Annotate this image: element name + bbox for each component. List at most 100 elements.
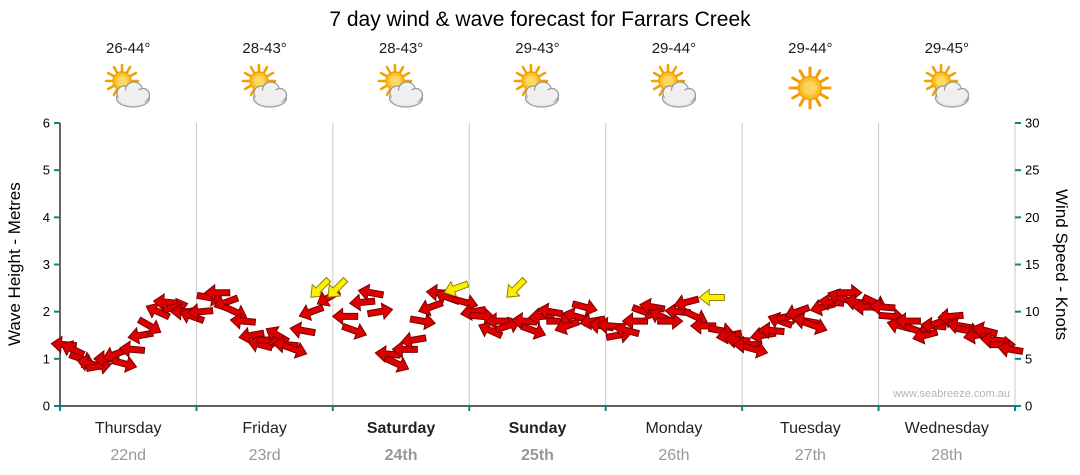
left-tick-label: 4 bbox=[43, 210, 50, 225]
wind-arrow bbox=[145, 302, 171, 321]
wind-arrow bbox=[247, 335, 274, 353]
right-tick-label: 10 bbox=[1025, 304, 1039, 319]
cloud-icon bbox=[661, 81, 697, 108]
day-name: Wednesday bbox=[904, 420, 989, 437]
day-date: 27th bbox=[794, 447, 826, 464]
left-tick-label: 5 bbox=[43, 163, 50, 178]
temp-label: 29-44° bbox=[651, 40, 697, 57]
wind-arrow bbox=[741, 341, 769, 359]
right-tick-label: 30 bbox=[1025, 116, 1039, 131]
wind-arrow bbox=[997, 340, 1024, 358]
wind-arrow bbox=[520, 322, 547, 340]
wind-arrow bbox=[409, 312, 436, 331]
wind-arrow-yellow bbox=[327, 276, 349, 298]
wind-arrow bbox=[341, 322, 368, 340]
left-tick-label: 2 bbox=[43, 304, 50, 319]
wind-arrow bbox=[366, 302, 394, 321]
wind-arrow bbox=[571, 298, 598, 317]
wind-arrow bbox=[912, 327, 939, 345]
left-tick-label: 6 bbox=[43, 116, 50, 131]
wind-arrow bbox=[281, 341, 308, 359]
wind-arrow bbox=[869, 297, 896, 316]
cloud-icon bbox=[934, 81, 969, 108]
wind-arrow bbox=[384, 355, 410, 373]
cloud-icon bbox=[388, 81, 424, 108]
right-tick-label: 15 bbox=[1025, 257, 1039, 272]
watermark: www.seabreeze.com.au bbox=[893, 388, 1010, 400]
wind-arrow bbox=[118, 340, 146, 359]
sun-icon bbox=[788, 66, 832, 110]
wind-arrow bbox=[110, 355, 138, 373]
day-date: 28th bbox=[931, 447, 963, 464]
temp-label: 28-43° bbox=[378, 40, 424, 57]
wind-arrow bbox=[289, 321, 316, 340]
page-title: 7 day wind & wave forecast for Farrars C… bbox=[329, 8, 751, 31]
wind-arrow bbox=[348, 293, 376, 312]
weather-icon bbox=[60, 60, 196, 118]
temp-label: 29-45° bbox=[924, 40, 969, 57]
wind-arrow-yellow bbox=[506, 276, 528, 298]
wind-arrow bbox=[689, 316, 717, 335]
day-name: Tuesday bbox=[779, 420, 841, 437]
wind-arrow bbox=[758, 321, 785, 340]
day-date: 26th bbox=[658, 447, 690, 464]
wind-arrow bbox=[331, 307, 359, 326]
weather-icon bbox=[742, 60, 878, 118]
wind-arrow-yellow bbox=[310, 276, 332, 298]
day-date: 25th bbox=[521, 447, 554, 464]
right-tick-label: 25 bbox=[1025, 163, 1039, 178]
wind-arrow bbox=[136, 316, 162, 335]
cloud-icon bbox=[252, 81, 287, 108]
wind-arrow bbox=[203, 283, 231, 302]
wind-arrow bbox=[621, 312, 649, 331]
wind-arrow bbox=[298, 304, 325, 322]
left-tick-label: 1 bbox=[43, 351, 50, 366]
wind-arrow bbox=[562, 307, 589, 325]
day-name: Saturday bbox=[366, 420, 436, 437]
temp-label: 29-43° bbox=[515, 40, 560, 57]
weather-icon bbox=[333, 60, 469, 118]
wind-arrow bbox=[784, 304, 811, 322]
wind-arrow bbox=[417, 299, 444, 317]
day-date: 22nd bbox=[110, 447, 146, 464]
day-name: Friday bbox=[242, 420, 287, 437]
wind-arrow bbox=[613, 321, 641, 339]
temp-label: 26-44° bbox=[106, 40, 151, 57]
day-date: 23rd bbox=[248, 447, 281, 464]
wind-arrow bbox=[801, 318, 828, 336]
wind-arrow bbox=[357, 283, 385, 302]
temp-label: 29-44° bbox=[788, 40, 833, 57]
day-date: 24th bbox=[384, 447, 418, 464]
cloud-icon bbox=[116, 81, 151, 108]
right-tick-label: 0 bbox=[1025, 399, 1032, 414]
wind-arrow bbox=[238, 326, 265, 345]
day-name: Sunday bbox=[508, 420, 567, 437]
weather-icon bbox=[879, 60, 1015, 118]
left-tick-label: 0 bbox=[43, 399, 50, 414]
right-tick-label: 20 bbox=[1025, 210, 1039, 225]
wind-arrow bbox=[673, 294, 700, 312]
temp-label: 28-43° bbox=[242, 40, 287, 57]
wind-arrow bbox=[60, 340, 86, 358]
wind-arrow bbox=[596, 316, 623, 335]
right-axis-label: Wind Speed - Knots bbox=[1052, 188, 1071, 341]
wind-arrow bbox=[229, 311, 257, 330]
cloud-icon bbox=[525, 81, 560, 108]
wind-arrow bbox=[452, 294, 479, 312]
wind-arrow bbox=[400, 331, 427, 350]
right-tick-label: 5 bbox=[1025, 351, 1032, 366]
wind-arrow bbox=[937, 307, 964, 326]
wind-arrow-yellow bbox=[443, 280, 470, 298]
wind-arrow bbox=[894, 312, 921, 331]
wind-arrow-yellow bbox=[698, 288, 725, 307]
weather-icon bbox=[606, 60, 742, 118]
wind-arrow bbox=[186, 302, 214, 321]
day-name: Thursday bbox=[94, 420, 162, 437]
wind-arrow bbox=[391, 340, 418, 359]
weather-icon bbox=[196, 60, 332, 118]
left-tick-label: 3 bbox=[43, 257, 50, 272]
wind-arrow bbox=[536, 302, 564, 321]
day-name: Monday bbox=[645, 420, 703, 437]
